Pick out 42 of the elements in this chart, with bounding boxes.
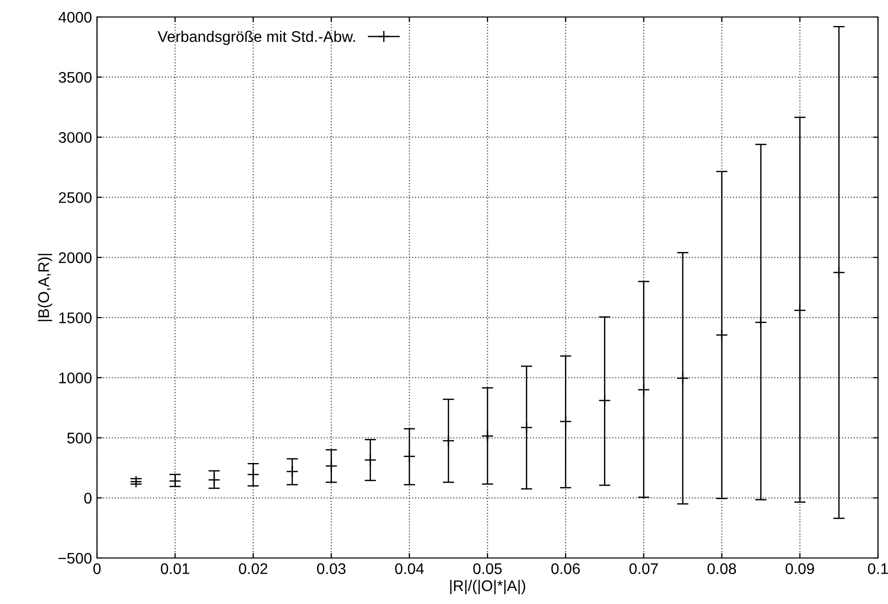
point bbox=[520, 421, 533, 434]
point bbox=[481, 430, 494, 442]
x-tick-label: 0.06 bbox=[551, 563, 580, 574]
x-tick-label: 0.02 bbox=[238, 563, 268, 574]
point bbox=[754, 316, 768, 329]
y-tick-label: 3500 bbox=[58, 72, 92, 83]
x-tick-label: 0.04 bbox=[395, 563, 424, 574]
y-tick-label: 2500 bbox=[58, 192, 92, 204]
point bbox=[130, 475, 142, 488]
x-tick-label: 0.08 bbox=[708, 563, 736, 574]
point bbox=[286, 465, 298, 478]
point bbox=[403, 450, 416, 463]
y-tick-label: 500 bbox=[67, 432, 92, 444]
y-tick-label: −500 bbox=[58, 552, 92, 564]
point bbox=[208, 474, 220, 486]
x-tick-label: 0.07 bbox=[629, 563, 658, 574]
x-tick-label: 0.1 bbox=[868, 563, 888, 574]
point bbox=[716, 328, 728, 342]
y-tick-label: 3000 bbox=[58, 132, 92, 143]
point bbox=[559, 415, 572, 428]
y-tick-label: 0 bbox=[84, 492, 92, 504]
y-tick-label: 2000 bbox=[58, 252, 92, 264]
point bbox=[247, 468, 260, 481]
y-tick-label: 1500 bbox=[59, 312, 92, 324]
point bbox=[794, 304, 806, 317]
point bbox=[598, 394, 611, 407]
point bbox=[676, 372, 689, 384]
point bbox=[364, 454, 377, 466]
y-axis-title: |B(O,A,R)| bbox=[38, 254, 52, 322]
y-tick-label: 1000 bbox=[59, 372, 92, 384]
point bbox=[638, 384, 650, 396]
point bbox=[325, 460, 338, 472]
legend-label: Verbandsgröße mit Std.-Abw. bbox=[158, 30, 355, 45]
point bbox=[832, 266, 846, 279]
y-tick-label: 4000 bbox=[58, 12, 92, 23]
x-tick-label: 0.03 bbox=[317, 563, 346, 574]
point bbox=[442, 434, 455, 447]
x-tick-label: 0.09 bbox=[786, 563, 814, 574]
x-tick-label: 0 bbox=[93, 563, 101, 574]
x-tick-label: 0.05 bbox=[473, 563, 502, 574]
x-axis-title: |R|/(|O|*|A|) bbox=[450, 580, 526, 594]
x-tick-label: 0.01 bbox=[160, 563, 190, 574]
